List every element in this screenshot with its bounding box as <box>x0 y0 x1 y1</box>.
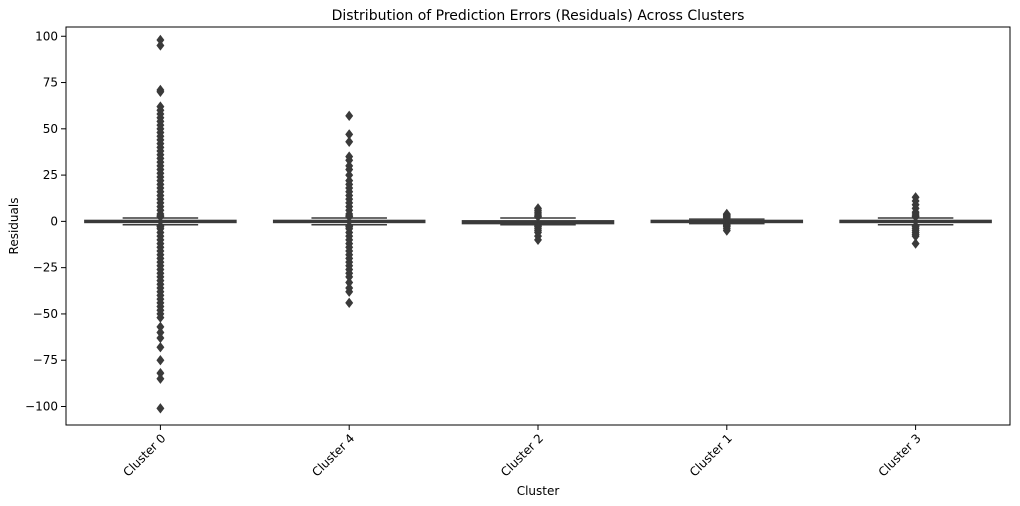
y-tick-label: 0 <box>50 214 58 228</box>
y-tick-label: 25 <box>43 168 58 182</box>
y-tick-label: −25 <box>33 261 58 275</box>
outlier-point <box>345 110 354 122</box>
outlier-point <box>345 286 354 297</box>
outlier-point <box>156 403 165 414</box>
y-tick-label: 100 <box>35 29 58 43</box>
x-tick-label: Cluster 4 <box>309 431 357 479</box>
outlier-point <box>156 332 165 344</box>
outlier-point <box>156 355 165 366</box>
outlier-point <box>722 225 731 236</box>
outlier-point <box>156 40 165 51</box>
y-tick-label: −100 <box>25 399 58 413</box>
outlier-point <box>534 234 542 246</box>
y-tick-label: 50 <box>43 122 58 136</box>
box-group <box>839 192 992 249</box>
outlier-point <box>345 136 354 147</box>
y-axis-label: Residuals <box>7 198 21 255</box>
outlier-point <box>156 373 165 384</box>
outlier-point <box>911 238 920 249</box>
x-tick-label: Cluster 0 <box>120 431 168 479</box>
outlier-point <box>156 342 165 353</box>
chart-title: Distribution of Prediction Errors (Resid… <box>332 8 745 24</box>
x-tick-label: Cluster 3 <box>876 431 924 479</box>
outlier-point <box>156 86 165 97</box>
box-group <box>84 34 237 414</box>
y-tick-label: −50 <box>33 307 58 321</box>
x-tick-label: Cluster 1 <box>687 431 735 479</box>
x-tick-label: Cluster 2 <box>498 431 546 479</box>
x-axis-label: Cluster <box>517 484 560 498</box>
box-group <box>272 110 426 308</box>
y-tick-label: −75 <box>33 353 58 367</box>
box-group <box>650 208 804 236</box>
x-axis: Cluster 0 Cluster 4 Cluster 2 Cluster 1 Clus… <box>120 425 924 479</box>
box-group <box>461 203 615 246</box>
y-axis: −100 −75 −50 −25 0 25 50 75 100 <box>25 29 66 413</box>
plot-marks <box>84 34 992 414</box>
outlier-point <box>345 297 354 308</box>
y-tick-label: 75 <box>43 76 58 90</box>
